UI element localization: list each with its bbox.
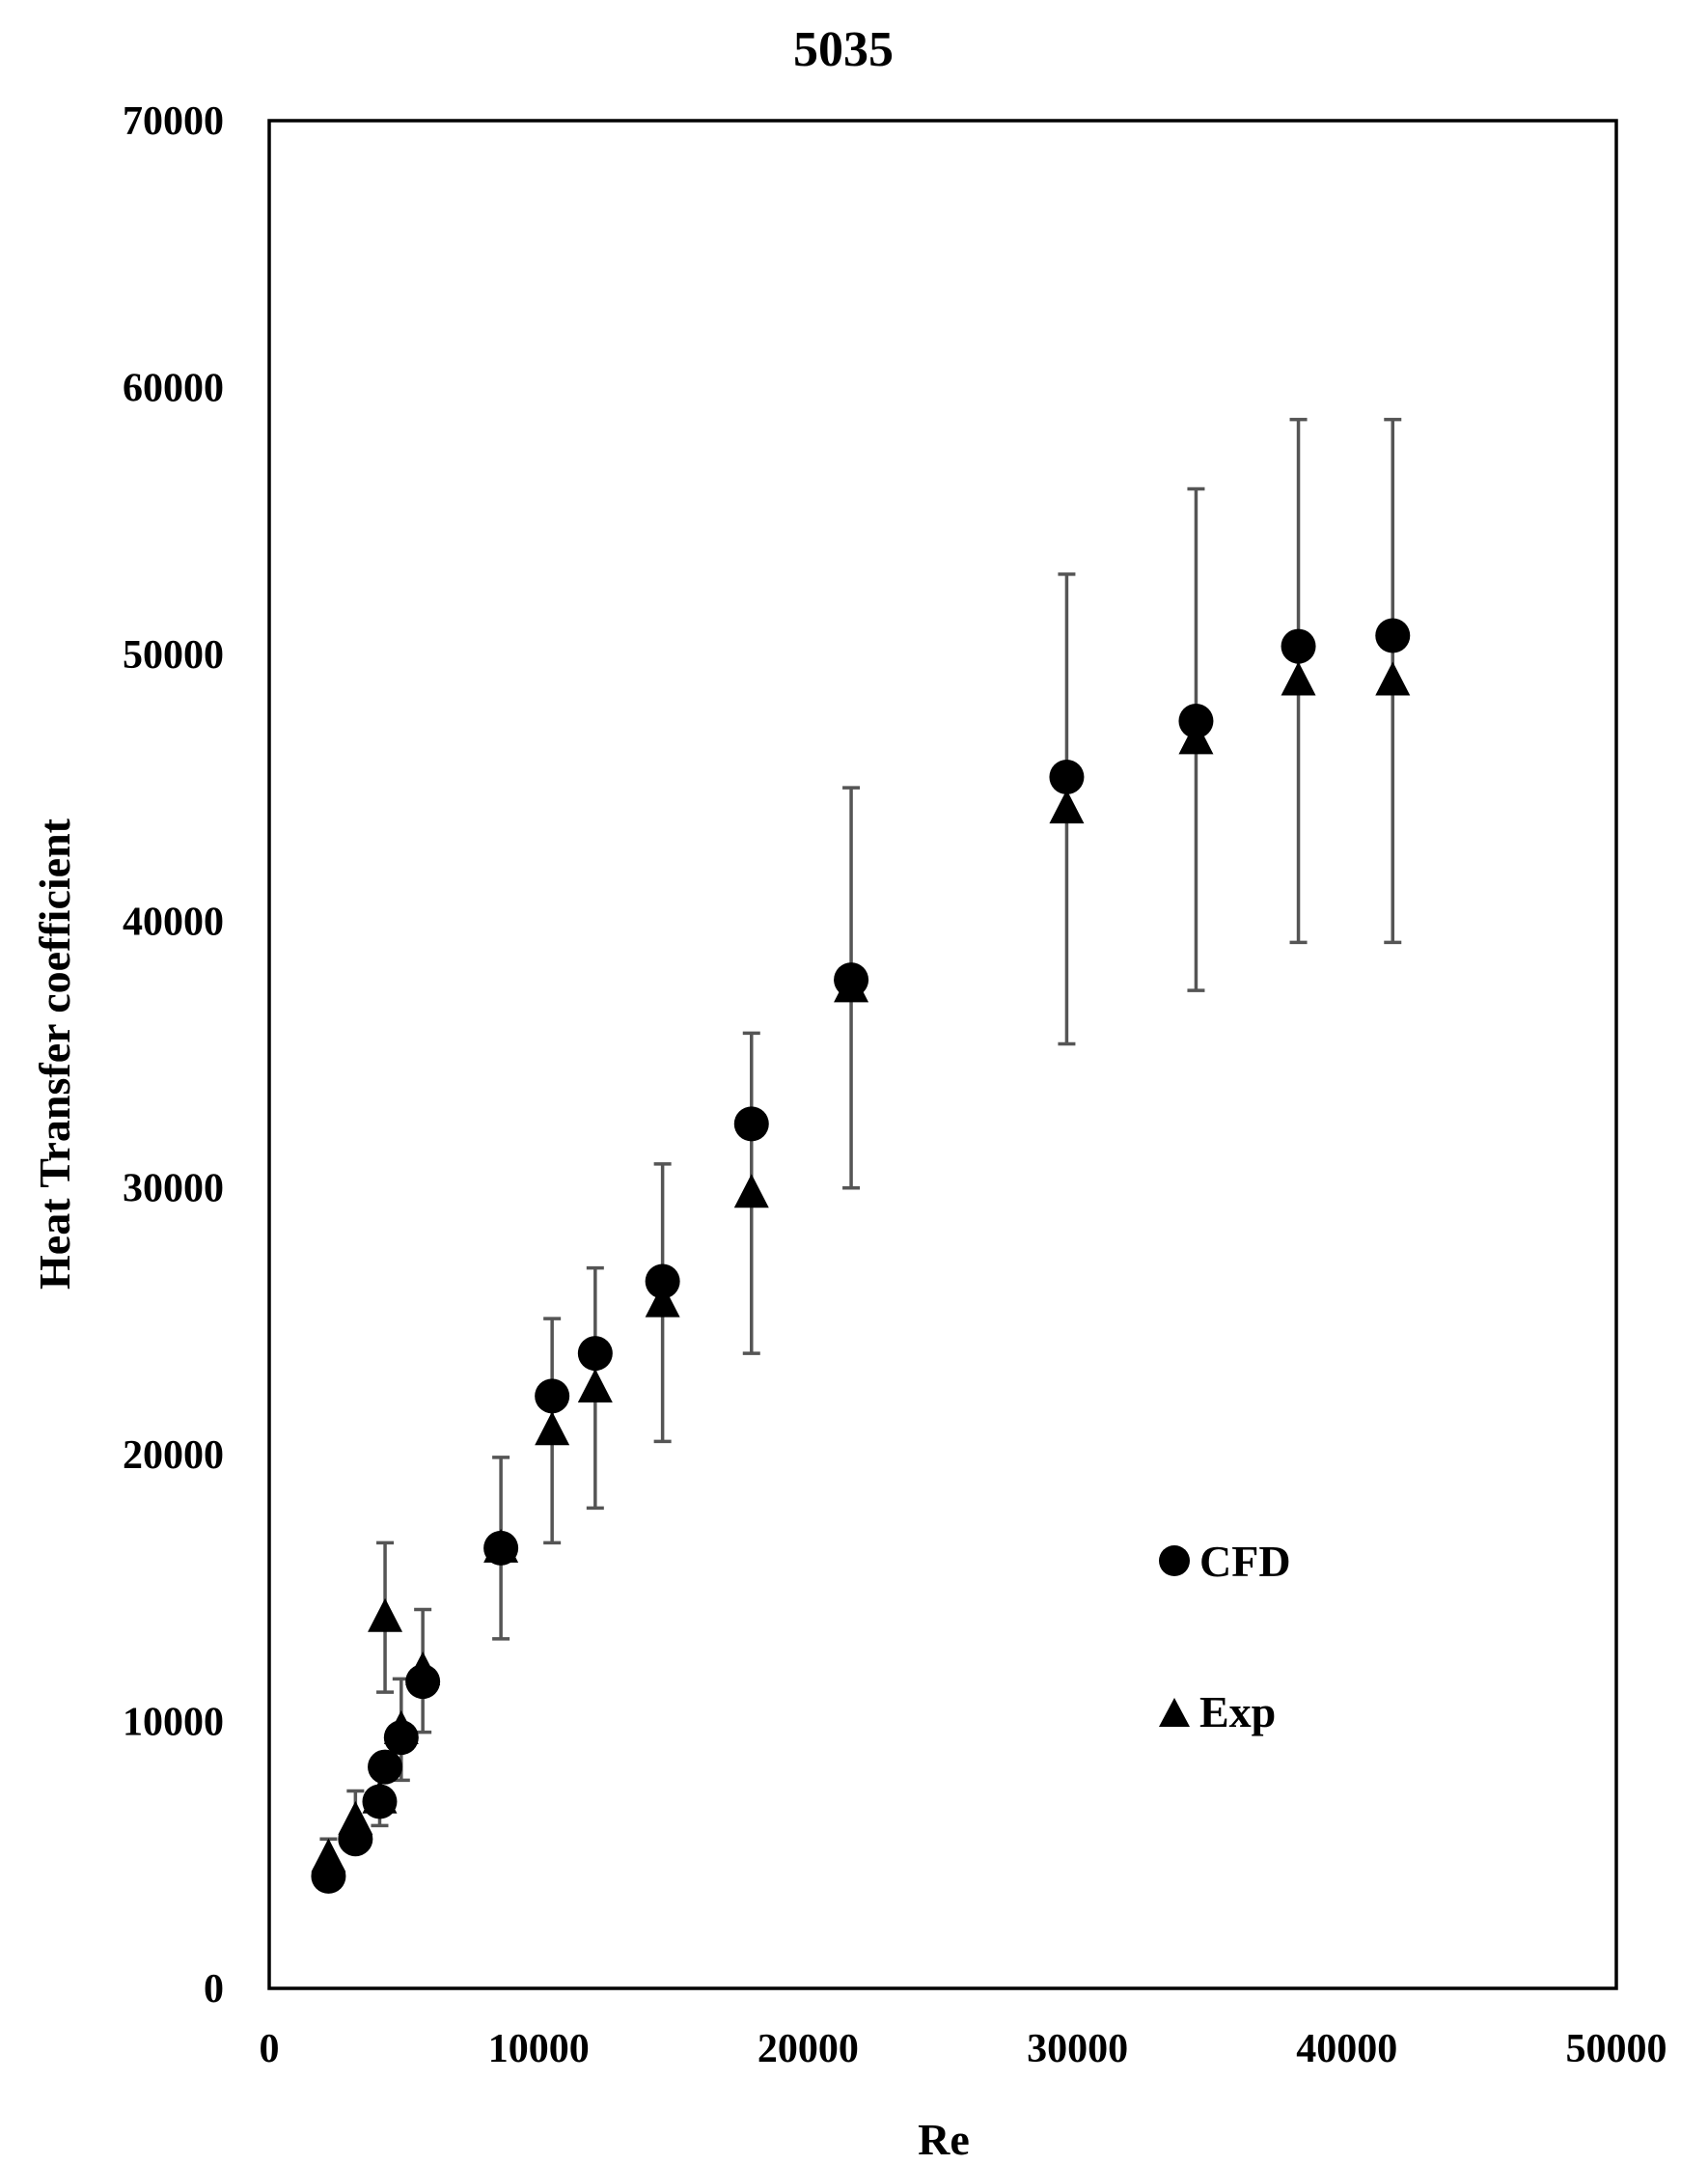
cfd-point xyxy=(645,1263,680,1299)
legend-label-cfd: CFD xyxy=(1199,1537,1291,1586)
x-tick-label: 0 xyxy=(260,2027,280,2071)
exp-point xyxy=(645,1283,680,1318)
cfd-point xyxy=(1281,628,1316,664)
cfd-point xyxy=(1049,760,1085,795)
cfd-point xyxy=(733,1106,769,1142)
y-tick-label: 40000 xyxy=(123,900,224,944)
x-tick-label: 40000 xyxy=(1296,2027,1397,2071)
cfd-point xyxy=(1178,703,1214,738)
y-tick-label: 0 xyxy=(204,1967,224,2012)
y-tick-label: 60000 xyxy=(123,366,224,410)
y-tick-label: 50000 xyxy=(123,633,224,678)
y-tick-label: 10000 xyxy=(123,1701,224,1745)
x-axis-title: Re xyxy=(918,2115,970,2164)
cfd-point xyxy=(577,1336,613,1372)
cfd-point xyxy=(368,1749,403,1785)
cfd-point xyxy=(834,962,869,998)
cfd-point xyxy=(483,1530,519,1566)
y-axis-tick-labels: 0 10000 20000 30000 40000 50000 60000 70000 xyxy=(123,99,224,2012)
cfd-point xyxy=(383,1720,419,1756)
exp-point xyxy=(368,1597,403,1632)
exp-point xyxy=(1375,661,1411,696)
y-axis-title: Heat Transfer coefficient xyxy=(30,818,79,1290)
chart-title: 5035 xyxy=(793,22,894,77)
legend-label-exp: Exp xyxy=(1199,1687,1276,1736)
x-tick-label: 20000 xyxy=(758,2027,859,2071)
x-tick-label: 30000 xyxy=(1027,2027,1128,2071)
x-tick-label: 10000 xyxy=(488,2027,590,2071)
cfd-point xyxy=(405,1664,441,1700)
exp-point xyxy=(535,1411,570,1446)
exp-point xyxy=(733,1174,769,1208)
cfd-point xyxy=(311,1858,346,1894)
legend-exp-triangle-icon xyxy=(1159,1698,1190,1727)
legend-cfd-circle-icon xyxy=(1159,1545,1190,1576)
exp-point xyxy=(1281,661,1316,696)
y-tick-label: 30000 xyxy=(123,1167,224,1211)
error-bars xyxy=(319,417,1402,1878)
cfd-point xyxy=(362,1784,398,1819)
legend: CFD Exp xyxy=(1159,1537,1291,1736)
x-tick-label: 50000 xyxy=(1566,2027,1667,2071)
x-axis-tick-labels: 0 10000 20000 30000 40000 50000 xyxy=(260,2027,1667,2071)
cfd-point xyxy=(338,1821,373,1857)
cfd-point xyxy=(535,1378,570,1414)
cfd-point xyxy=(1375,618,1411,653)
exp-point xyxy=(1049,790,1085,824)
y-tick-label: 70000 xyxy=(123,99,224,144)
data-markers xyxy=(311,618,1411,1894)
exp-point xyxy=(577,1369,613,1403)
plot-area-frame xyxy=(267,119,1618,1990)
y-tick-label: 20000 xyxy=(123,1433,224,1478)
